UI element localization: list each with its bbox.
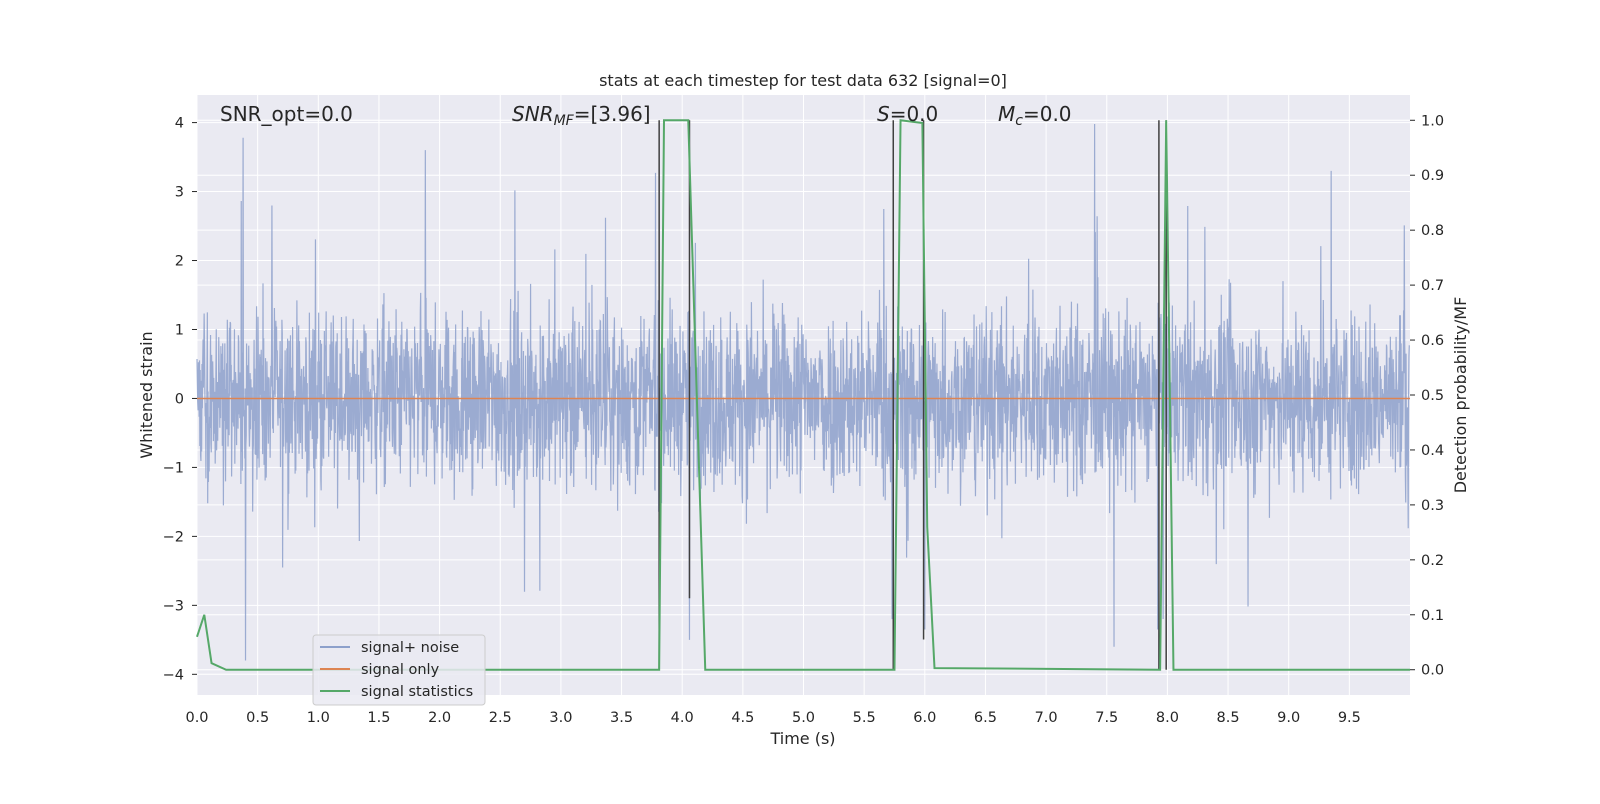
- y2-axis-label: Detection probability/MF: [1451, 297, 1470, 494]
- x-tick-label: 7.5: [1095, 710, 1118, 726]
- x-tick-label: 5.0: [792, 710, 815, 726]
- x-tick-label: 9.0: [1277, 710, 1300, 726]
- y2-tick-label: 0.4: [1421, 443, 1444, 459]
- y2-tick-label: 0.0: [1421, 663, 1444, 679]
- y2-tick-labels: 1.0 0.9 0.8 0.7 0.6 0.5 0.4 0.3 0.2 0.1 0.0: [1410, 113, 1444, 679]
- y-tick-label: −4: [163, 667, 184, 683]
- x-tick-label: 1.0: [307, 710, 330, 726]
- y-axis-label: Whitened strain: [137, 331, 156, 458]
- y-tick-label: −2: [163, 529, 184, 545]
- s-value: =0.0: [890, 102, 939, 126]
- x-tick-label: 5.5: [853, 710, 876, 726]
- mc-value: =0.0: [1023, 102, 1072, 126]
- x-tick-label: 0.5: [246, 710, 269, 726]
- y2-tick-label: 0.2: [1421, 553, 1444, 569]
- legend: signal+ noise signal only signal statist…: [312, 634, 486, 706]
- s-main: S: [877, 102, 890, 126]
- annotation-s: S=0.0: [877, 102, 938, 126]
- y-tick-label: 1: [175, 322, 184, 338]
- legend-box: [312, 634, 486, 706]
- y-tick-label: −1: [163, 460, 184, 476]
- y2-tick-label: 0.6: [1421, 333, 1444, 349]
- y2-tick-label: 0.7: [1421, 278, 1444, 294]
- x-tick-label: 3.0: [549, 710, 572, 726]
- series-signal-statistics: [196, 119, 1410, 671]
- x-tick-label: 4.5: [731, 710, 754, 726]
- series-signal-noise: [196, 123, 1410, 661]
- y-tick-labels: 4 3 2 1 0 −1 −2 −3 −4: [163, 116, 197, 683]
- statistics-line: [196, 119, 1410, 671]
- x-tick-label: 0.0: [185, 710, 208, 726]
- x-tick-label: 9.5: [1338, 710, 1361, 726]
- x-tick-label: 8.0: [1156, 710, 1179, 726]
- y2-tick-label: 0.9: [1421, 168, 1444, 184]
- x-tick-label: 7.0: [1035, 710, 1058, 726]
- annotation-snr-mf: SNRMF=[3.96]: [512, 102, 651, 129]
- y-tick-label: 0: [175, 391, 184, 407]
- x-tick-label: 3.5: [610, 710, 633, 726]
- y-tick-label: −3: [163, 598, 184, 614]
- snr-mf-sub: MF: [554, 113, 575, 129]
- legend-label-statistics: signal statistics: [361, 684, 473, 700]
- y2-tick-label: 1.0: [1421, 113, 1444, 129]
- x-tick-label: 6.0: [913, 710, 936, 726]
- snr-mf-main: SNR: [512, 102, 554, 126]
- x-tick-label: 1.5: [367, 710, 390, 726]
- chart-title: stats at each timestep for test data 632…: [599, 71, 1007, 90]
- y-tick-label: 2: [175, 254, 184, 270]
- x-tick-label: 4.0: [671, 710, 694, 726]
- y-tick-label: 3: [175, 185, 184, 201]
- x-tick-label: 8.5: [1217, 710, 1240, 726]
- annotation-snr-opt: SNR_opt=0.0: [220, 102, 353, 126]
- x-tick-labels: 0.0 0.5 1.0 1.5 2.0 2.5 3.0 3.5 4.0 4.5 5.0 5.5 6.0 6…: [185, 710, 1360, 726]
- annotation-mc: Mc=0.0: [998, 102, 1072, 129]
- noise-trace: [196, 123, 1410, 661]
- y2-tick-label: 0.5: [1421, 388, 1444, 404]
- mc-main: M: [998, 102, 1015, 126]
- x-tick-label: 2.0: [428, 710, 451, 726]
- y-tick-label: 4: [175, 116, 184, 132]
- y2-tick-label: 0.3: [1421, 498, 1444, 514]
- legend-label-signal-only: signal only: [361, 662, 440, 678]
- x-tick-label: 6.5: [974, 710, 997, 726]
- x-axis-label: Time (s): [769, 729, 835, 748]
- y2-tick-label: 0.1: [1421, 608, 1444, 624]
- mc-sub: c: [1015, 113, 1023, 129]
- snr-mf-value: =[3.96]: [574, 102, 651, 126]
- legend-label-noise: signal+ noise: [361, 640, 459, 656]
- y2-tick-label: 0.8: [1421, 223, 1444, 239]
- x-tick-label: 2.5: [489, 710, 512, 726]
